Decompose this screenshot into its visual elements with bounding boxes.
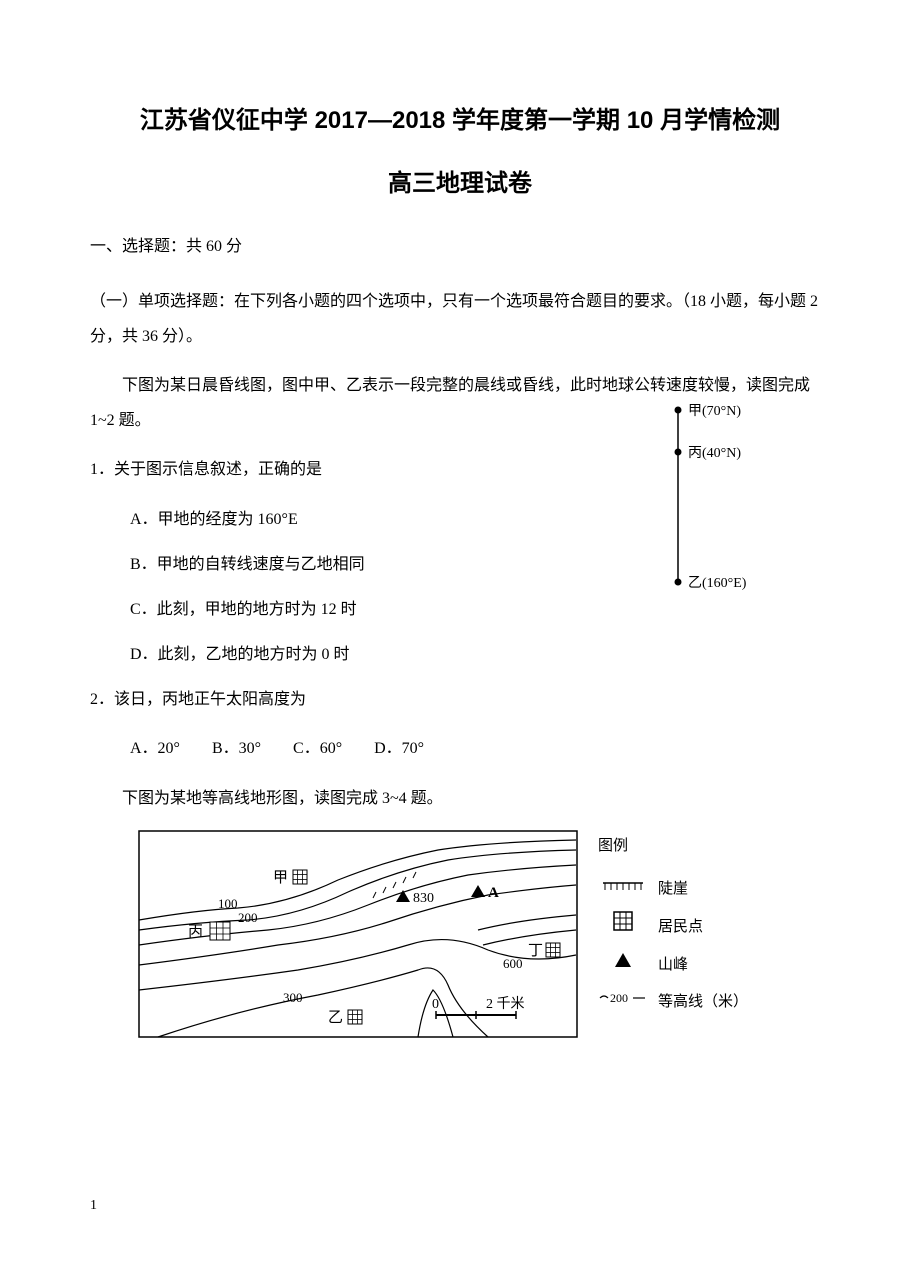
svg-text:200: 200 — [610, 991, 628, 1005]
svg-text:丁: 丁 — [528, 943, 543, 959]
legend-peak: 山峰 — [598, 949, 748, 982]
section-heading: 一、选择题：共 60 分 — [90, 234, 830, 260]
settlement-bing-icon — [210, 922, 230, 940]
settlement-yi-icon — [348, 1010, 362, 1024]
peak-icon — [598, 949, 648, 982]
legend-peak-label: 山峰 — [658, 949, 688, 982]
svg-text:乙: 乙 — [328, 1010, 343, 1026]
point-jia-label: 甲(70°N) — [688, 404, 741, 419]
svg-text:830: 830 — [413, 891, 434, 906]
contour-map: 830 A 甲 丙 乙 — [138, 830, 578, 1038]
svg-text:600: 600 — [503, 956, 523, 971]
legend-settlement: 居民点 — [598, 910, 748, 945]
legend-title: 图例 — [598, 830, 748, 863]
legend-contour: 200 等高线（米） — [598, 986, 748, 1019]
legend-cliff-label: 陡崖 — [658, 873, 688, 906]
map-legend: 图例 陡崖 — [598, 830, 748, 1023]
svg-text:2 千米: 2 千米 — [486, 996, 525, 1012]
legend-settlement-label: 居民点 — [658, 911, 703, 944]
sub-title: 高三地理试卷 — [90, 163, 830, 198]
q2-option-d: D．70° — [374, 740, 424, 757]
terminator-diagram: 甲(70°N) 丙(40°N) 乙(160°E) — [660, 402, 800, 602]
page-number: 1 — [90, 1198, 97, 1214]
q2-stem: 2．该日，丙地正午太阳高度为 — [90, 682, 830, 717]
q2-option-c: C．60° — [293, 740, 342, 757]
section-intro: （一）单项选择题：在下列各小题的四个选项中，只有一个选项最符合题目的要求。（18… — [90, 284, 830, 354]
q2-options: A．20° B．30° C．60° D．70° — [90, 731, 830, 766]
point-yi-label: 乙(160°E) — [688, 575, 747, 591]
svg-text:甲: 甲 — [273, 870, 288, 886]
passage-2: 下图为某地等高线地形图，读图完成 3~4 题。 — [90, 781, 830, 816]
settlement-jia-icon — [293, 870, 307, 884]
legend-cliff: 陡崖 — [598, 873, 748, 906]
svg-text:丙: 丙 — [188, 924, 203, 940]
legend-contour-label: 等高线（米） — [658, 986, 748, 1019]
q1-option-d: D．此刻，乙地的地方时为 0 时 — [90, 637, 830, 672]
svg-text:A: A — [488, 885, 499, 901]
main-title: 江苏省仪征中学 2017—2018 学年度第一学期 10 月学情检测 — [90, 100, 830, 135]
q2-option-a: A．20° — [130, 740, 180, 757]
q2-option-b: B．30° — [212, 740, 261, 757]
contour-icon: 200 — [598, 988, 648, 1017]
contour-map-container: 830 A 甲 丙 乙 — [138, 830, 830, 1043]
cliff-icon — [598, 873, 648, 906]
settlement-icon — [598, 910, 648, 945]
svg-text:100: 100 — [218, 896, 238, 911]
settlement-ding-icon — [546, 943, 560, 957]
svg-text:0: 0 — [432, 997, 439, 1012]
svg-text:300: 300 — [283, 990, 303, 1005]
svg-text:200: 200 — [238, 910, 258, 925]
point-bing-label: 丙(40°N) — [688, 446, 741, 461]
